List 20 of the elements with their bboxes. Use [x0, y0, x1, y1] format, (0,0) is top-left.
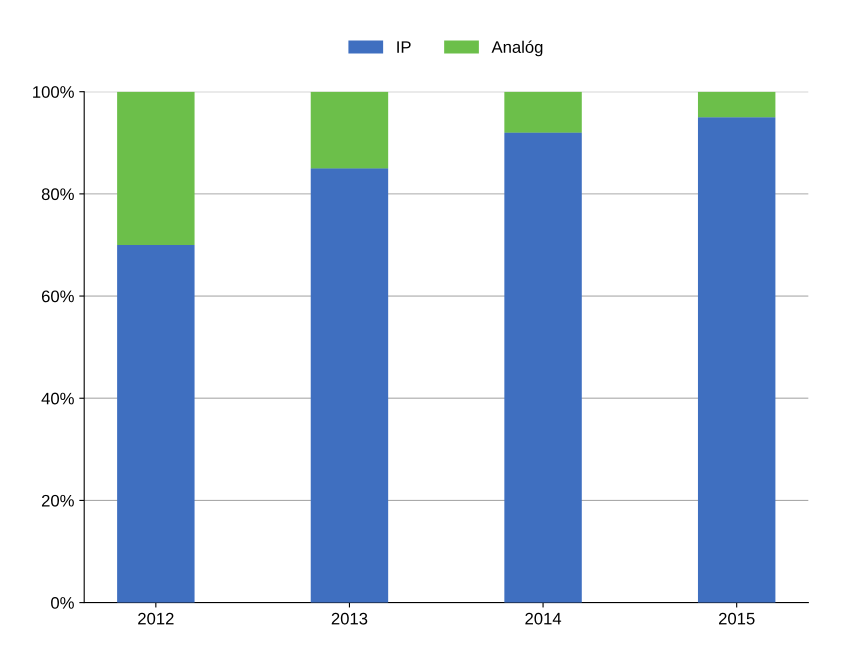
legend-label: Analóg	[492, 40, 542, 56]
y-tick-label: 100%	[33, 86, 74, 98]
y-tick-label: 40%	[42, 392, 74, 404]
bar	[117, 92, 195, 245]
y-tick-label: 20%	[42, 494, 74, 507]
x-tick-label: 2012	[138, 612, 174, 625]
legend-label: IP	[397, 41, 411, 53]
y-tick-label: 80%	[42, 188, 74, 200]
bar	[698, 92, 776, 118]
bar	[117, 244, 195, 603]
bar	[698, 117, 776, 603]
y-tick-label: 60%	[42, 290, 74, 302]
x-tick-label: 2013	[332, 612, 368, 625]
bar	[310, 92, 388, 168]
bar	[504, 92, 582, 133]
bar	[504, 132, 582, 603]
y-tick-label: 0%	[51, 597, 74, 609]
x-tick-label: 2015	[718, 612, 755, 625]
x-tick-label: 2014	[525, 612, 562, 625]
bar	[310, 168, 388, 603]
